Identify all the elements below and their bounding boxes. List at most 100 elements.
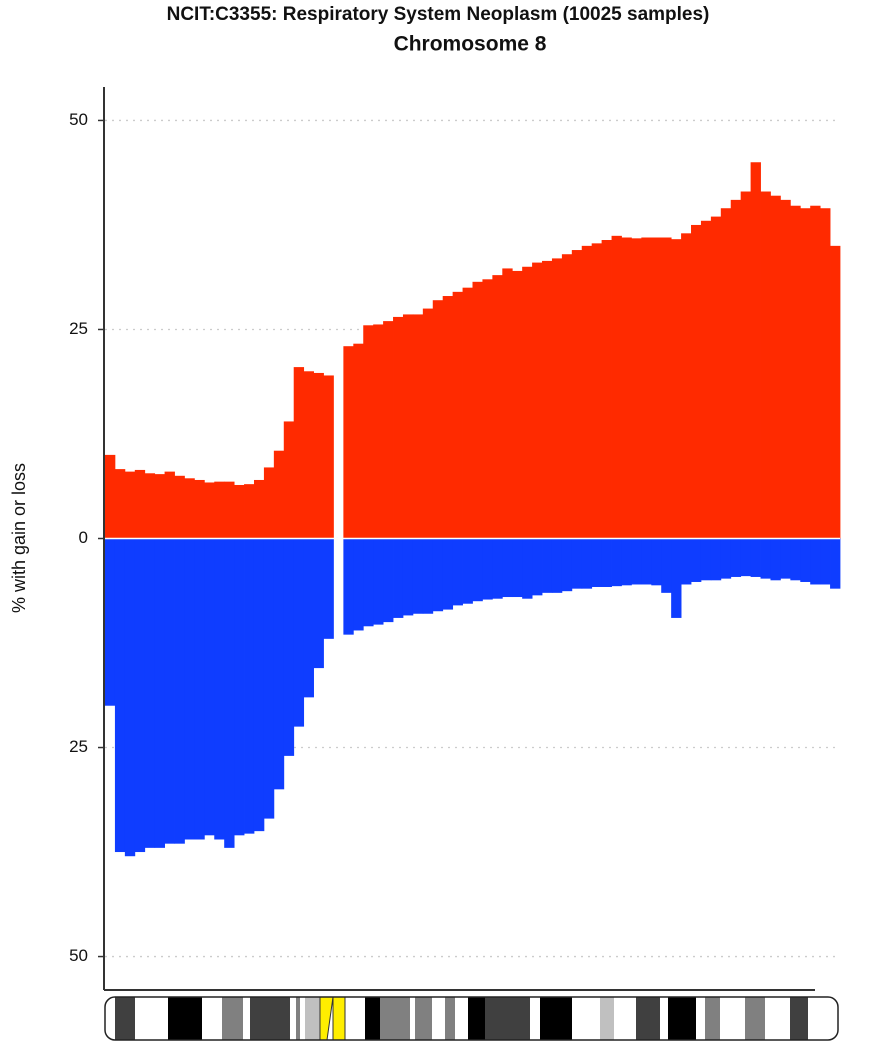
bar-gain — [452, 291, 463, 539]
bar-gain — [244, 484, 255, 539]
bar-gain — [303, 371, 314, 539]
bar-gain — [412, 314, 424, 539]
bar-gain — [760, 191, 771, 539]
bar-loss — [313, 538, 324, 669]
bar-loss — [244, 538, 255, 834]
bar-loss — [253, 538, 265, 832]
bar-gain — [124, 471, 136, 539]
y-tick-label: 50 — [69, 946, 88, 965]
bar-gain — [522, 266, 533, 539]
bar-loss — [234, 538, 245, 836]
bar-loss — [760, 538, 771, 579]
bar-gain — [184, 478, 195, 539]
bar-gain — [730, 199, 742, 539]
bar-loss — [402, 538, 414, 616]
bar-gain — [393, 316, 404, 539]
bar-loss — [641, 538, 652, 585]
y-tick-label: 25 — [69, 737, 88, 756]
bar-loss — [363, 538, 374, 627]
bar-gain — [283, 421, 295, 539]
bar-loss — [482, 538, 493, 600]
bar-gain — [532, 262, 543, 539]
bar-gain — [482, 279, 493, 539]
bar-loss — [224, 538, 235, 848]
bar-loss — [720, 538, 732, 579]
bar-gain — [571, 250, 583, 539]
chart-title: NCIT:C3355: Respiratory System Neoplasm … — [167, 4, 710, 25]
bar-gain — [194, 479, 205, 539]
bar-gain — [462, 287, 473, 539]
bar-loss — [144, 538, 156, 848]
bar-gain — [591, 243, 603, 539]
y-tick-label: 25 — [69, 319, 88, 338]
bar-loss — [412, 538, 424, 614]
bar-loss — [273, 538, 285, 790]
bar-gain — [343, 346, 354, 539]
bar-loss — [204, 538, 215, 836]
bar-gain — [651, 237, 662, 539]
bar-gain — [820, 208, 831, 539]
bar-gain — [502, 268, 513, 539]
bar-gain — [204, 482, 215, 539]
bar-gain — [691, 224, 702, 539]
bar-gain — [174, 475, 185, 539]
bar-loss — [293, 538, 305, 727]
bar-gain — [422, 308, 434, 539]
bar-gain — [710, 216, 722, 539]
bar-loss — [561, 538, 573, 592]
bar-gain — [154, 474, 165, 539]
bar-loss — [492, 538, 503, 599]
bar-gain — [134, 469, 146, 539]
bar-loss — [710, 538, 722, 581]
bar-gain — [800, 208, 811, 539]
bar-gain — [114, 469, 126, 539]
bar-loss — [105, 538, 116, 706]
bar-loss — [611, 538, 622, 587]
bar-gain — [432, 300, 444, 539]
bar-gain — [214, 481, 225, 539]
bar-gain — [631, 238, 642, 539]
bar-loss — [631, 538, 642, 585]
y-tick-label: 0 — [79, 528, 88, 547]
bar-loss — [452, 538, 463, 606]
bar-gain — [681, 233, 692, 539]
bar-gain — [581, 245, 593, 539]
bar-gain — [720, 208, 732, 539]
bar-loss — [164, 538, 175, 844]
bar-loss — [194, 538, 205, 840]
bar-loss — [551, 538, 563, 593]
y-tick-label: 50 — [69, 110, 88, 129]
bar-loss — [681, 538, 692, 585]
bar-loss — [462, 538, 473, 604]
bar-gain — [442, 296, 454, 539]
bar-loss — [432, 538, 444, 612]
bar-gain — [363, 325, 374, 539]
bar-gain — [144, 473, 156, 539]
bar-loss — [661, 538, 672, 593]
bar-loss — [323, 538, 334, 639]
bar-loss — [214, 538, 225, 840]
bar-gain — [293, 367, 305, 539]
bar-loss — [790, 538, 801, 581]
bar-loss — [730, 538, 742, 577]
bar-loss — [820, 538, 831, 585]
bar-loss — [184, 538, 195, 840]
bar-gain — [551, 258, 563, 539]
bar-gain — [621, 237, 632, 539]
bar-loss — [343, 538, 354, 635]
bar-gain — [740, 191, 752, 539]
y-axis-label: % with gain or loss — [9, 463, 29, 613]
bar-loss — [571, 538, 583, 589]
bar-gain — [273, 450, 285, 539]
bar-loss — [750, 538, 761, 577]
bar-gain — [402, 314, 414, 539]
bar-gain — [105, 454, 116, 539]
bar-loss — [373, 538, 384, 625]
bar-gain — [770, 195, 781, 539]
chart-subtitle: Chromosome 8 — [394, 33, 547, 56]
bar-loss — [740, 538, 752, 577]
bar-loss — [353, 538, 364, 631]
ideogram — [104, 996, 839, 1041]
bar-loss — [780, 538, 791, 579]
